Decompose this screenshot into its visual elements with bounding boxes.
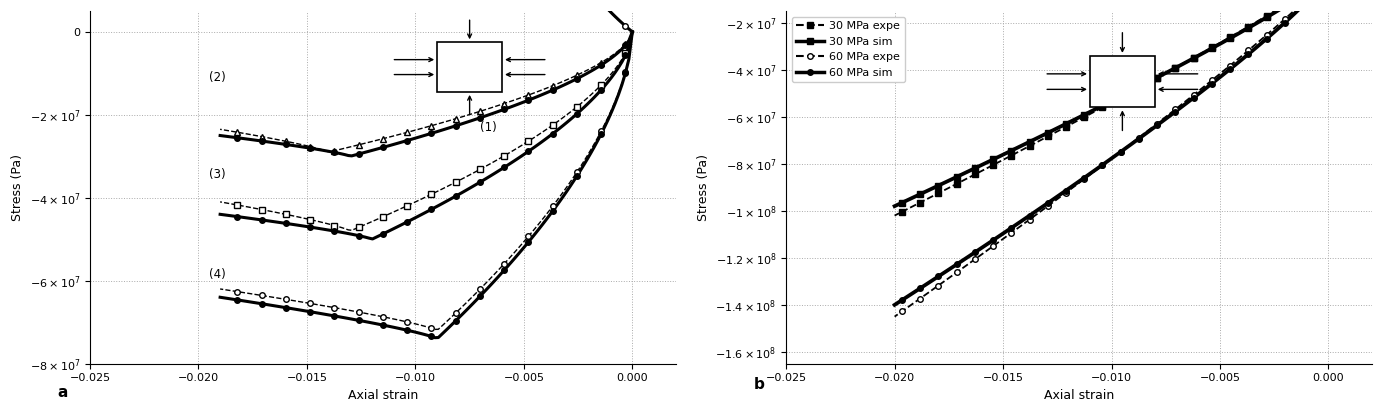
Bar bbox=[1090, 56, 1155, 107]
Y-axis label: Stress (Pa): Stress (Pa) bbox=[11, 154, 24, 221]
Bar bbox=[437, 42, 502, 92]
Y-axis label: Stress (Pa): Stress (Pa) bbox=[697, 154, 709, 221]
Text: (2): (2) bbox=[209, 71, 225, 84]
Legend: 30 MPa expe, 30 MPa sim, 60 MPa expe, 60 MPa sim: 30 MPa expe, 30 MPa sim, 60 MPa expe, 60… bbox=[791, 17, 904, 82]
X-axis label: Axial strain: Axial strain bbox=[1044, 389, 1115, 402]
Text: (1): (1) bbox=[480, 121, 498, 134]
Text: a: a bbox=[58, 385, 68, 400]
X-axis label: Axial strain: Axial strain bbox=[347, 389, 418, 402]
Text: b: b bbox=[754, 377, 765, 392]
Text: (4): (4) bbox=[209, 268, 225, 281]
Text: (3): (3) bbox=[209, 169, 225, 181]
